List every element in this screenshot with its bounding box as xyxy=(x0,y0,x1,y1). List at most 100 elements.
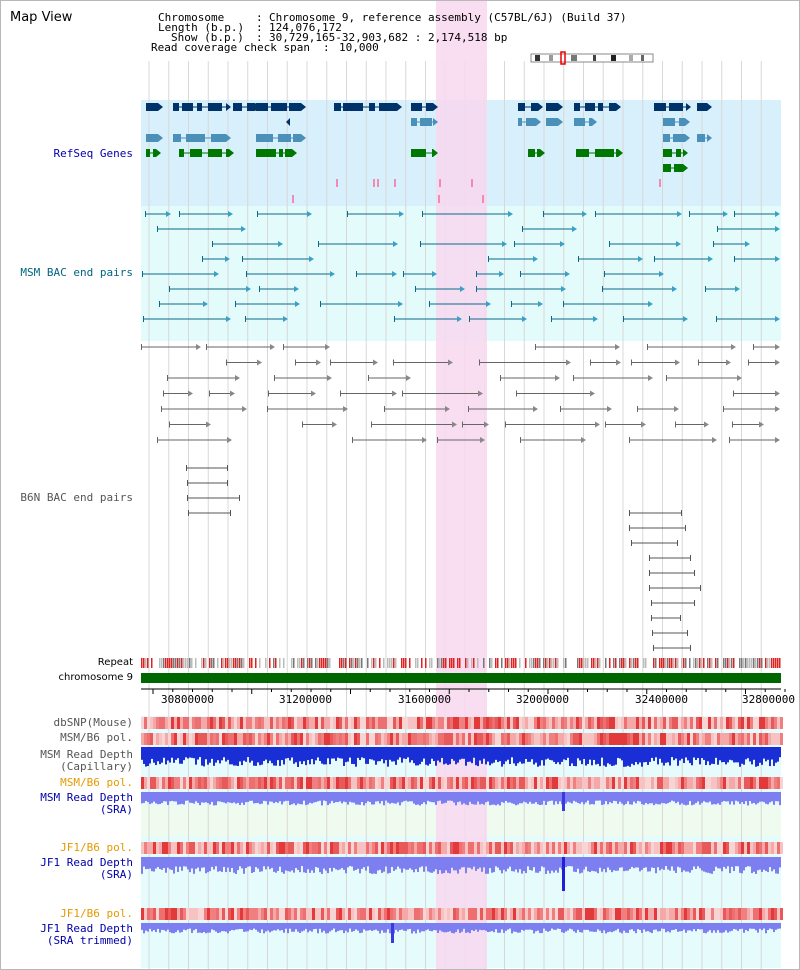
bac-end-arrow xyxy=(759,421,764,428)
repeat-element xyxy=(585,658,587,668)
repeat-element xyxy=(633,658,635,668)
bac-end-tick xyxy=(159,301,160,307)
depth-bar xyxy=(161,857,163,870)
heat-cell xyxy=(432,777,435,789)
heat-cell xyxy=(210,717,213,729)
depth-bar xyxy=(345,923,347,931)
bac-end-arrow xyxy=(708,256,713,262)
repeat-element xyxy=(681,658,683,668)
repeat-element xyxy=(233,658,235,668)
depth-bar xyxy=(395,923,397,930)
depth-bar xyxy=(501,792,503,803)
heat-cell xyxy=(549,908,552,920)
depth-bar xyxy=(223,792,225,803)
track-label-msm-bac[interactable]: MSM BAC end pairs xyxy=(20,266,133,279)
heat-cell xyxy=(675,842,678,854)
heat-cell xyxy=(342,717,345,729)
repeat-element xyxy=(379,658,381,668)
depth-bar xyxy=(311,857,313,871)
depth-bar xyxy=(745,923,747,930)
track-label-jf1-read-sra[interactable]: JF1 Read Depth xyxy=(40,856,133,869)
gene-strand-arrow xyxy=(226,103,231,111)
track-label-refseq-genes[interactable]: RefSeq Genes xyxy=(53,147,133,160)
track-label-jf1-b6-pol-1[interactable]: JF1/B6 pol. xyxy=(60,841,133,854)
depth-bar xyxy=(373,857,375,874)
depth-bar xyxy=(175,923,177,933)
depth-bar xyxy=(429,747,431,764)
bac-end-arrow xyxy=(393,241,398,247)
depth-bar xyxy=(629,792,631,805)
heat-cell xyxy=(639,908,642,920)
depth-bar xyxy=(605,857,607,873)
depth-bar xyxy=(301,747,303,765)
depth-bar xyxy=(475,923,477,930)
heat-cell xyxy=(267,733,270,745)
track-label-msm-b6-pol-2[interactable]: MSM/B6 pol. xyxy=(60,776,133,789)
depth-bar xyxy=(447,747,449,765)
track-label-dbsnp[interactable]: dbSNP(Mouse) xyxy=(53,716,133,729)
bac-end-tick xyxy=(609,241,610,247)
depth-bar xyxy=(401,923,403,930)
heat-cell xyxy=(585,908,588,920)
depth-bar xyxy=(187,857,189,870)
heat-cell xyxy=(777,908,780,920)
bac-end-arrow xyxy=(203,301,208,307)
depth-bar xyxy=(469,747,471,762)
track-label-msm-read-capillary[interactable]: MSM Read Depth xyxy=(40,748,133,761)
depth-bar xyxy=(715,923,717,933)
gene-exon xyxy=(190,149,202,157)
heat-cell xyxy=(312,717,315,729)
heat-cell xyxy=(762,733,765,745)
heat-cell xyxy=(534,777,537,789)
sep-1: : xyxy=(256,11,263,24)
heat-cell xyxy=(492,733,495,745)
repeat-element xyxy=(739,658,741,668)
track-label-b6n-bac[interactable]: B6N BAC end pairs xyxy=(20,491,133,504)
gene-exon xyxy=(256,103,268,111)
heat-cell xyxy=(615,842,618,854)
heat-cell xyxy=(204,777,207,789)
depth-bar xyxy=(535,747,537,763)
depth-bar xyxy=(623,857,625,872)
bac-end-arrow xyxy=(235,375,240,381)
depth-bar xyxy=(701,747,703,759)
heat-cell xyxy=(153,842,156,854)
heat-cell xyxy=(330,842,333,854)
depth-bar xyxy=(389,792,391,804)
heat-cell xyxy=(711,842,714,854)
heat-cell xyxy=(144,733,147,745)
repeat-element xyxy=(725,658,727,668)
track-label-jf1-read-trimmed[interactable]: JF1 Read Depth xyxy=(40,922,133,935)
bac-end-tick xyxy=(167,375,168,381)
heat-cell xyxy=(372,777,375,789)
heat-cell xyxy=(720,908,723,920)
depth-bar xyxy=(415,857,417,870)
heat-cell xyxy=(237,733,240,745)
depth-bar xyxy=(215,792,217,806)
depth-bar xyxy=(583,857,585,870)
bac-end-arrow xyxy=(581,437,586,443)
depth-bar xyxy=(473,857,475,867)
depth-bar xyxy=(601,792,603,805)
heat-cell xyxy=(651,842,654,854)
track-label-msm-read-sra[interactable]: MSM Read Depth xyxy=(40,791,133,804)
track-label-jf1-b6-pol-2[interactable]: JF1/B6 pol. xyxy=(60,907,133,920)
heat-cell xyxy=(327,777,330,789)
depth-bar xyxy=(551,747,553,761)
track-label-msm-b6-pol-1[interactable]: MSM/B6 pol. xyxy=(60,731,133,744)
depth-bar xyxy=(747,792,749,806)
heat-cell xyxy=(744,777,747,789)
repeat-element xyxy=(677,658,679,668)
depth-bar xyxy=(669,792,671,803)
depth-bar xyxy=(539,857,541,872)
depth-bar xyxy=(657,792,659,805)
depth-bar xyxy=(239,747,241,762)
heat-cell xyxy=(279,842,282,854)
heat-cell xyxy=(744,908,747,920)
heat-cell xyxy=(756,733,759,745)
bac-end-tick xyxy=(145,211,146,217)
depth-bar xyxy=(373,923,375,931)
depth-bar xyxy=(687,857,689,872)
depth-bar xyxy=(645,792,647,803)
depth-bar xyxy=(377,792,379,802)
